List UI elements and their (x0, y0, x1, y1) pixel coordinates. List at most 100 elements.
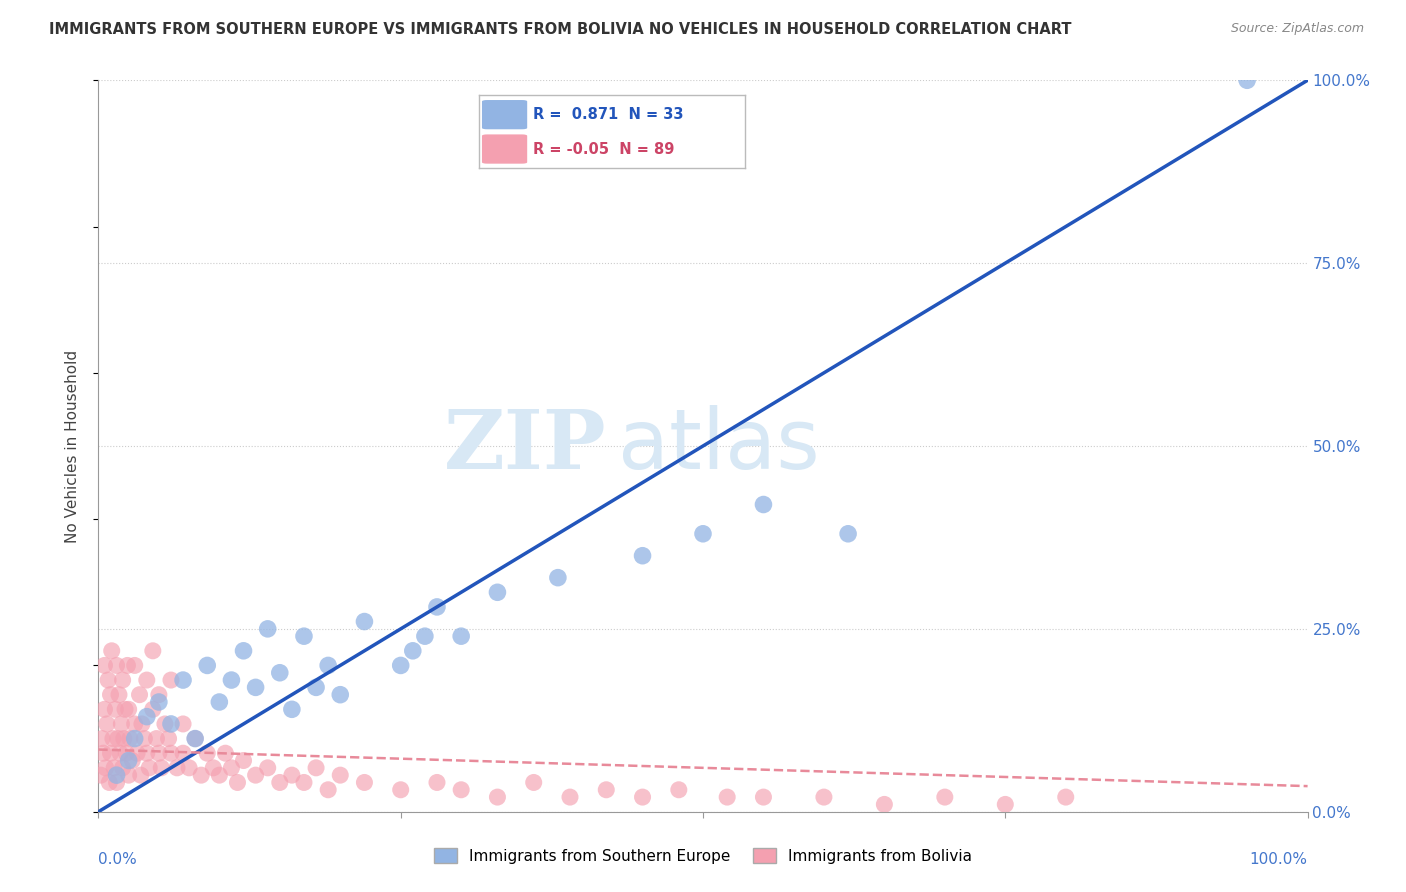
Point (292, 775, 315, 789)
Point (994, 797, 1017, 812)
Point (523, 775, 546, 789)
Point (100, 746, 122, 760)
Point (426, 599, 449, 614)
Point (184, 731, 207, 746)
Point (107, 731, 129, 746)
Point (450, 629, 472, 643)
Point (316, 782, 339, 797)
Point (100, 688, 122, 702)
Point (190, 768, 212, 782)
Point (114, 702, 136, 716)
Point (160, 673, 183, 687)
Text: Source: ZipAtlas.com: Source: ZipAtlas.com (1230, 22, 1364, 36)
Point (668, 782, 690, 797)
Point (108, 746, 131, 760)
Point (127, 746, 149, 760)
Point (103, 761, 125, 775)
Point (100, 644, 122, 658)
Point (93, 658, 115, 673)
Point (108, 688, 131, 702)
Point (631, 549, 654, 563)
Point (221, 673, 243, 687)
Point (692, 526, 714, 541)
Point (153, 717, 176, 731)
Point (115, 746, 138, 760)
Point (353, 615, 375, 629)
Point (101, 731, 124, 746)
Y-axis label: No Vehicles in Household: No Vehicles in Household (65, 350, 80, 542)
Point (179, 761, 201, 775)
Point (105, 768, 128, 782)
Point (124, 717, 146, 731)
Point (160, 746, 183, 760)
Point (172, 746, 194, 760)
Point (135, 673, 157, 687)
Point (195, 658, 218, 673)
Text: atlas: atlas (619, 406, 820, 486)
Point (128, 688, 150, 702)
Point (118, 768, 141, 782)
Point (172, 673, 194, 687)
Point (208, 695, 231, 709)
Point (148, 688, 170, 702)
Point (245, 768, 267, 782)
Point (112, 731, 135, 746)
Point (118, 731, 141, 746)
Point (281, 702, 304, 716)
Point (148, 746, 170, 760)
Point (752, 790, 775, 805)
Point (110, 717, 132, 731)
Point (486, 790, 509, 805)
Point (195, 746, 218, 760)
Point (172, 717, 194, 731)
Point (873, 797, 896, 812)
Point (413, 629, 436, 643)
Point (91, 731, 114, 746)
Text: ZIP: ZIP (444, 406, 606, 486)
Point (316, 658, 339, 673)
Point (486, 585, 509, 599)
Point (329, 688, 352, 702)
Point (166, 761, 188, 775)
Legend: Immigrants from Southern Europe, Immigrants from Bolivia: Immigrants from Southern Europe, Immigra… (427, 842, 979, 870)
Point (595, 782, 617, 797)
Point (1236, 73, 1258, 87)
Point (157, 731, 180, 746)
Point (131, 717, 153, 731)
Text: IMMIGRANTS FROM SOUTHERN EUROPE VS IMMIGRANTS FROM BOLIVIA NO VEHICLES IN HOUSEH: IMMIGRANTS FROM SOUTHERN EUROPE VS IMMIG… (49, 22, 1071, 37)
Point (97, 673, 120, 687)
Point (160, 717, 183, 731)
Point (221, 761, 243, 775)
Point (142, 644, 165, 658)
Point (93, 702, 115, 716)
Point (105, 775, 128, 789)
Point (94, 761, 117, 775)
Point (292, 629, 315, 643)
Point (134, 731, 156, 746)
Point (716, 790, 738, 805)
Point (111, 761, 134, 775)
Point (118, 754, 141, 768)
Point (105, 658, 128, 673)
Point (96, 717, 118, 731)
Point (305, 761, 328, 775)
Text: 0.0%: 0.0% (98, 852, 138, 867)
Point (547, 571, 569, 585)
Point (558, 790, 581, 805)
Point (256, 622, 278, 636)
Point (111, 673, 134, 687)
Point (329, 768, 352, 782)
Point (104, 702, 127, 716)
Point (121, 754, 143, 768)
Point (752, 498, 775, 512)
Point (389, 782, 412, 797)
Point (245, 681, 267, 695)
Point (1054, 790, 1077, 805)
Point (402, 644, 425, 658)
Point (934, 790, 956, 805)
Text: 100.0%: 100.0% (1250, 852, 1308, 867)
Point (208, 768, 231, 782)
Point (129, 768, 152, 782)
Point (389, 658, 412, 673)
Point (135, 709, 157, 723)
